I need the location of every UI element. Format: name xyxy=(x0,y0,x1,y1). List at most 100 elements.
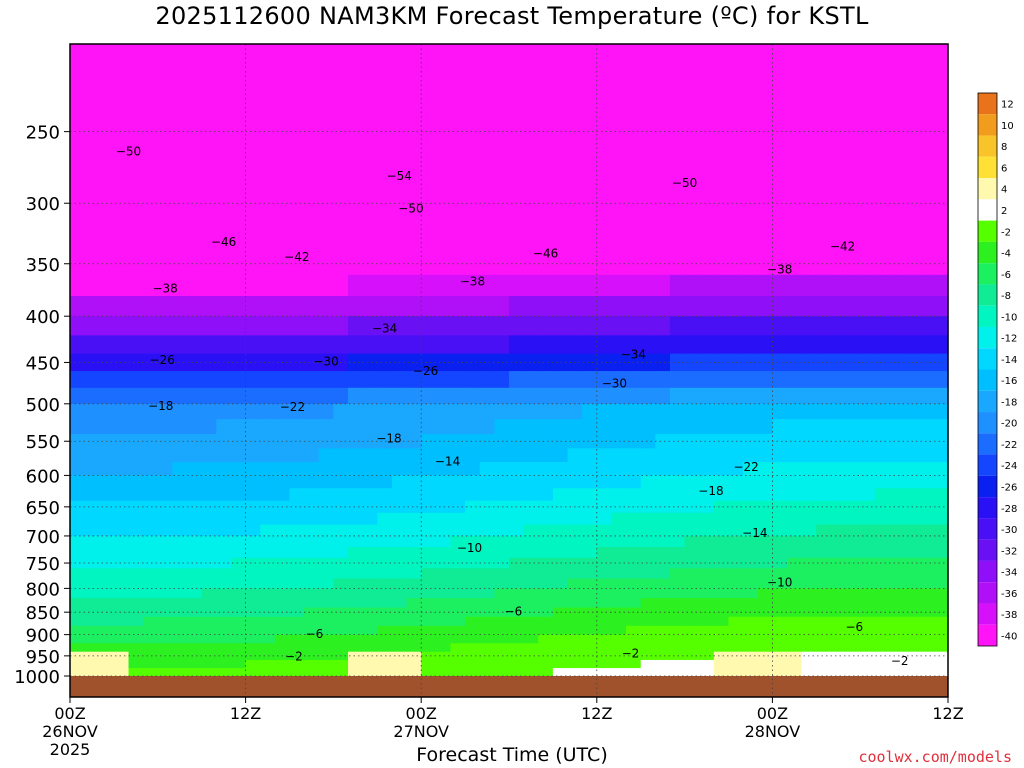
temperature-cell xyxy=(333,568,349,580)
temperature-cell xyxy=(157,659,174,669)
temperature-cell xyxy=(70,634,86,644)
temperature-cell xyxy=(728,588,744,599)
temperature-cell xyxy=(743,659,759,669)
temperature-cell xyxy=(450,335,466,355)
isotherm-label: −10 xyxy=(457,541,482,555)
temperature-cell xyxy=(465,578,481,589)
colorbar-frame xyxy=(977,92,998,647)
temperature-cell xyxy=(421,535,437,548)
temperature-cell xyxy=(201,387,217,405)
temperature-cell xyxy=(816,176,832,204)
temperature-cell xyxy=(494,448,510,463)
temperature-cell xyxy=(538,607,554,618)
temperature-cell xyxy=(582,81,598,117)
temperature-cell xyxy=(84,598,100,609)
temperature-cell xyxy=(172,634,188,644)
temperature-cell xyxy=(143,557,159,569)
temperature-cell xyxy=(99,316,115,336)
temperature-cell xyxy=(99,203,115,230)
temperature-cell xyxy=(348,643,364,653)
temperature-cell xyxy=(157,488,174,502)
temperature-cell xyxy=(699,634,715,644)
temperature-cell xyxy=(289,448,305,463)
temperature-cell xyxy=(201,419,217,435)
temperature-cell xyxy=(787,535,803,548)
temperature-cell xyxy=(406,228,422,253)
temperature-cell xyxy=(933,462,949,477)
temperature-cell xyxy=(582,274,598,297)
temperature-cell xyxy=(230,176,247,204)
temperature-cell xyxy=(816,500,832,514)
temperature-cell xyxy=(801,448,817,463)
temperature-cell xyxy=(70,274,86,297)
temperature-cell xyxy=(918,512,934,526)
temperature-cell xyxy=(245,419,261,435)
temperature-cell xyxy=(538,557,554,569)
temperature-cell xyxy=(318,578,334,589)
temperature-cell xyxy=(143,625,159,636)
temperature-cell xyxy=(187,434,203,449)
temperature-cell xyxy=(333,578,349,589)
temperature-cell xyxy=(933,335,949,355)
temperature-cell xyxy=(596,475,613,489)
temperature-cell xyxy=(874,547,891,559)
temperature-cell xyxy=(304,488,320,502)
temperature-cell xyxy=(494,81,510,117)
temperature-cell xyxy=(187,81,203,117)
temperature-cell xyxy=(889,274,905,297)
temperature-cell xyxy=(143,419,159,435)
temperature-cell xyxy=(318,44,334,83)
temperature-cell xyxy=(801,403,817,420)
temperature-cell xyxy=(304,462,320,477)
temperature-cell xyxy=(377,500,393,514)
credit-link[interactable]: coolwx.com/models xyxy=(858,748,1012,766)
temperature-cell xyxy=(333,335,349,355)
temperature-cell xyxy=(523,353,539,372)
temperature-cell xyxy=(918,568,934,580)
temperature-cell xyxy=(713,616,730,627)
temperature-cell xyxy=(260,176,276,204)
temperature-cell xyxy=(362,462,378,477)
temperature-cell xyxy=(113,462,130,477)
temperature-cell xyxy=(216,387,232,405)
temperature-cell xyxy=(260,535,276,548)
temperature-cell xyxy=(479,616,495,627)
temperature-cell xyxy=(348,371,364,389)
temperature-cell xyxy=(465,252,481,276)
temperature-cell xyxy=(172,616,188,627)
temperature-cell xyxy=(816,625,832,636)
temperature-cell xyxy=(435,634,452,644)
temperature-cell xyxy=(479,462,495,477)
temperature-cell xyxy=(596,588,613,599)
temperature-cell xyxy=(260,353,276,372)
temperature-cell xyxy=(611,588,627,599)
temperature-cell xyxy=(509,598,525,609)
isotherm-label: −38 xyxy=(460,274,485,288)
temperature-cell xyxy=(421,419,437,435)
temperature-cell xyxy=(289,387,305,405)
temperature-cell xyxy=(655,598,671,609)
temperature-cell xyxy=(230,147,247,177)
temperature-cell xyxy=(362,252,378,276)
temperature-cell xyxy=(201,634,217,644)
temperature-cell xyxy=(669,668,686,677)
temperature-cell xyxy=(362,147,378,177)
temperature-cell xyxy=(904,535,920,548)
temperature-cell xyxy=(128,659,144,669)
temperature-cell xyxy=(435,353,452,372)
temperature-cell xyxy=(874,115,891,148)
temperature-cell xyxy=(172,547,188,559)
temperature-cell xyxy=(757,203,773,230)
temperature-cell xyxy=(435,547,452,559)
temperature-cell xyxy=(318,668,334,677)
temperature-cell xyxy=(772,668,788,677)
temperature-cell xyxy=(640,316,656,336)
temperature-cell xyxy=(845,387,861,405)
temperature-cell xyxy=(816,335,832,355)
temperature-cell xyxy=(713,578,730,589)
temperature-cell xyxy=(245,500,261,514)
temperature-cell xyxy=(509,588,525,599)
temperature-cell xyxy=(860,316,876,336)
temperature-cell xyxy=(99,535,115,548)
temperature-cell xyxy=(684,335,700,355)
